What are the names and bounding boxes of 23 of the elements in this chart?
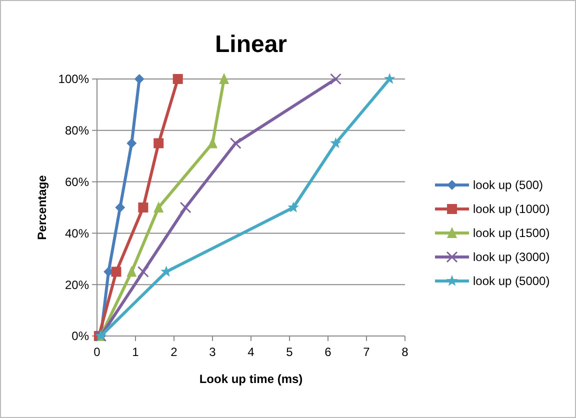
legend-label: look up (1000)	[473, 202, 550, 216]
x-tick-label: 5	[286, 345, 294, 359]
x-tick-label: 3	[209, 345, 216, 359]
x-tick-label: 1	[132, 345, 140, 359]
chart-title: Linear	[214, 31, 288, 58]
x-tick-label: 8	[402, 345, 409, 359]
x-tick-label: 4	[248, 345, 255, 359]
y-tick-label: 40%	[64, 226, 90, 240]
y-tick-label: 60%	[64, 175, 90, 189]
legend-label: look up (3000)	[473, 250, 550, 264]
y-tick-label: 100%	[58, 72, 90, 86]
x-tick-label: 7	[363, 345, 370, 359]
x-tick-label: 2	[170, 345, 178, 359]
y-axis-title: Percentage	[35, 174, 49, 240]
legend-label: look up (5000)	[473, 274, 550, 288]
y-tick-label: 20%	[64, 278, 90, 292]
x-tick-label: 0	[94, 345, 101, 359]
x-axis-title: Look up time (ms)	[199, 372, 303, 386]
legend-label: look up (1500)	[473, 226, 550, 240]
legend-label: look up (500)	[473, 178, 544, 192]
x-tick-label: 6	[324, 345, 332, 359]
y-tick-label: 80%	[64, 124, 90, 138]
y-tick-label: 0%	[72, 329, 90, 344]
